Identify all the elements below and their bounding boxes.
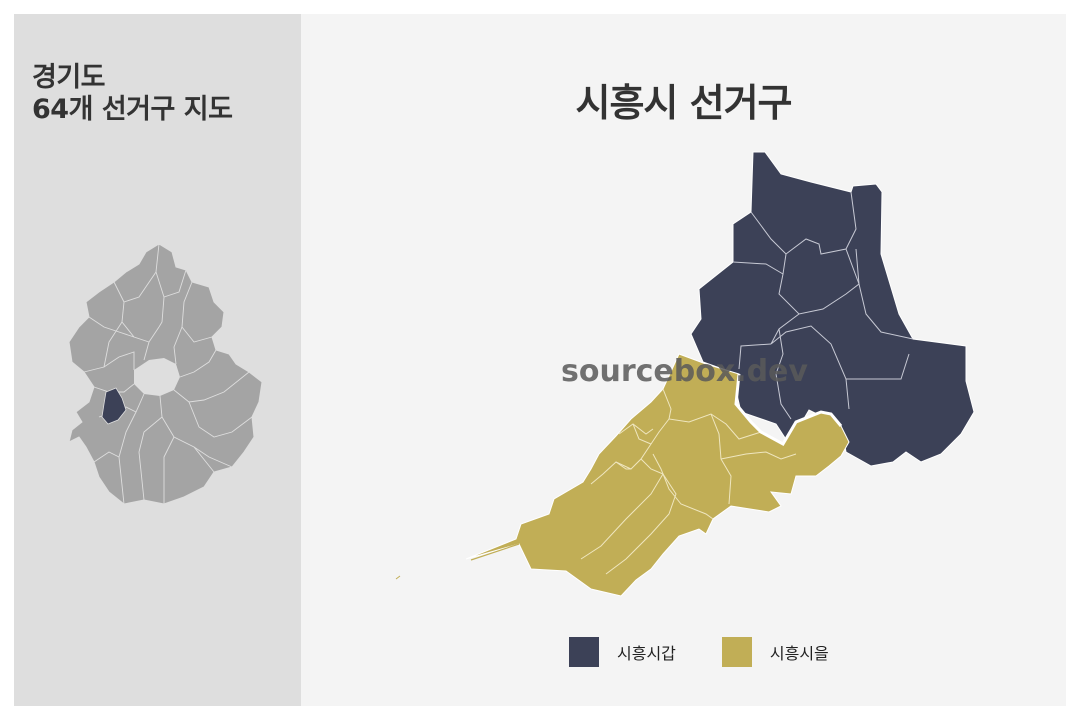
legend-item-eul: 시흥시을 bbox=[721, 637, 829, 667]
main-panel: 시흥시 선거구 sourcebox.dev 시흥시갑 시흥시을 bbox=[301, 14, 1066, 706]
legend-label-eul: 시흥시을 bbox=[769, 644, 829, 663]
watermark: sourcebox.dev bbox=[561, 354, 808, 389]
sidebar-panel: 경기도 64개 선거구 지도 bbox=[14, 14, 301, 706]
seoul-hole bbox=[134, 358, 180, 396]
legend-swatch-eul bbox=[721, 637, 752, 667]
district-eul-islet bbox=[395, 575, 401, 580]
legend: 시흥시갑 시흥시을 bbox=[569, 636, 875, 668]
siheung-district-map bbox=[395, 151, 975, 597]
legend-item-gap: 시흥시갑 bbox=[569, 637, 676, 667]
district-gap-shape bbox=[690, 151, 975, 467]
district-eul-internal-lines bbox=[580, 388, 797, 575]
siheung-highlight bbox=[101, 387, 127, 425]
district-eul-tip bbox=[470, 543, 520, 561]
district-gap-internal-lines bbox=[732, 191, 914, 420]
legend-label-gap: 시흥시갑 bbox=[617, 644, 676, 663]
gyeonggi-overview-map bbox=[68, 243, 263, 505]
legend-swatch-gap bbox=[569, 637, 599, 667]
district-gap bbox=[690, 151, 975, 467]
district-boundary bbox=[734, 373, 843, 447]
page-title: 시흥시 선거구 bbox=[575, 81, 793, 125]
sidebar-title: 경기도 64개 선거구 지도 bbox=[32, 62, 233, 125]
